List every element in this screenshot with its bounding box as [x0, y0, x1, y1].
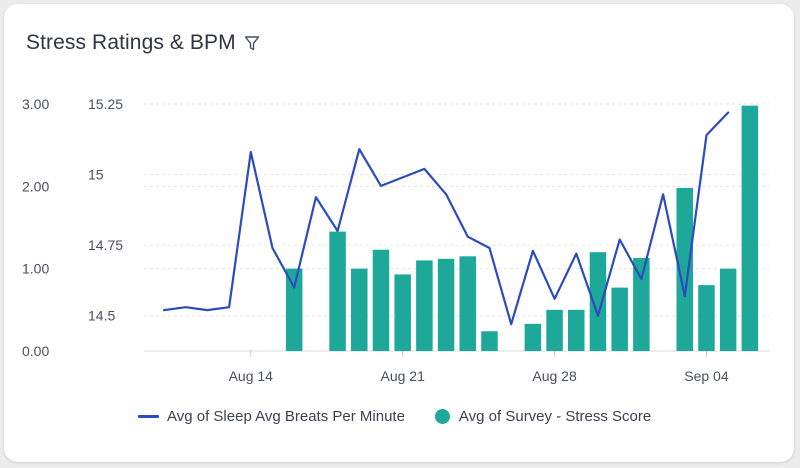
bar: [568, 309, 585, 351]
bar: [741, 105, 759, 351]
secondary-axis-tick-label: 14.5: [88, 308, 115, 324]
left-axis-tick-label: 2.00: [22, 178, 49, 194]
x-axis-tick-label: Aug 21: [380, 368, 425, 384]
legend-line-marker: [138, 415, 159, 418]
filter-icon[interactable]: [244, 35, 260, 52]
legend: Avg of Sleep Avg Breats Per Minute Avg o…: [138, 408, 681, 425]
x-axis-tick-label: Sep 04: [684, 368, 729, 384]
bar: [481, 331, 498, 351]
bar: [394, 274, 411, 351]
bar: [416, 260, 433, 351]
bar: [698, 285, 715, 351]
bar: [372, 249, 390, 351]
legend-label-bpm: Avg of Sleep Avg Breats Per Minute: [167, 408, 405, 425]
bar: [524, 323, 542, 351]
secondary-axis-tick-label: 15.25: [88, 96, 123, 112]
bar: [633, 257, 650, 351]
chart-plot: 0.00 1.00 2.00 3.00 14.5 14.75 15 15.25 Aug 14 Au…: [22, 96, 769, 384]
x-axis-tick-label: Aug 14: [229, 368, 274, 384]
chart-card: Stress Ratings & BPM 0.00 1.00 2.00 3.00 14.…: [4, 4, 794, 462]
bar: [611, 287, 628, 351]
bar: [719, 268, 737, 351]
bar: [676, 187, 694, 351]
line-series: [162, 111, 730, 326]
secondary-axis-tick-label: 14.75: [88, 237, 123, 253]
chart-title: Stress Ratings & BPM: [26, 31, 236, 54]
bar: [546, 309, 563, 351]
bar: [459, 256, 477, 351]
left-axis-tick-label: 1.00: [22, 261, 49, 277]
bar: [351, 268, 368, 351]
chart-title-row: Stress Ratings & BPM: [26, 31, 260, 55]
legend-item-bpm[interactable]: Avg of Sleep Avg Breats Per Minute: [138, 408, 405, 425]
secondary-axis-tick-label: 15: [88, 167, 104, 183]
left-axis-tick-label: 0.00: [22, 343, 49, 359]
bar: [285, 268, 303, 351]
bar: [437, 258, 455, 351]
legend-dot-marker: [434, 409, 450, 424]
legend-item-stress[interactable]: Avg of Survey - Stress Score: [434, 408, 652, 425]
bar: [589, 252, 607, 351]
x-axis-tick-label: Aug 28: [532, 368, 577, 384]
bar: [329, 231, 346, 351]
legend-label-stress: Avg of Survey - Stress Score: [458, 408, 652, 425]
left-axis-tick-label: 3.00: [22, 96, 49, 112]
